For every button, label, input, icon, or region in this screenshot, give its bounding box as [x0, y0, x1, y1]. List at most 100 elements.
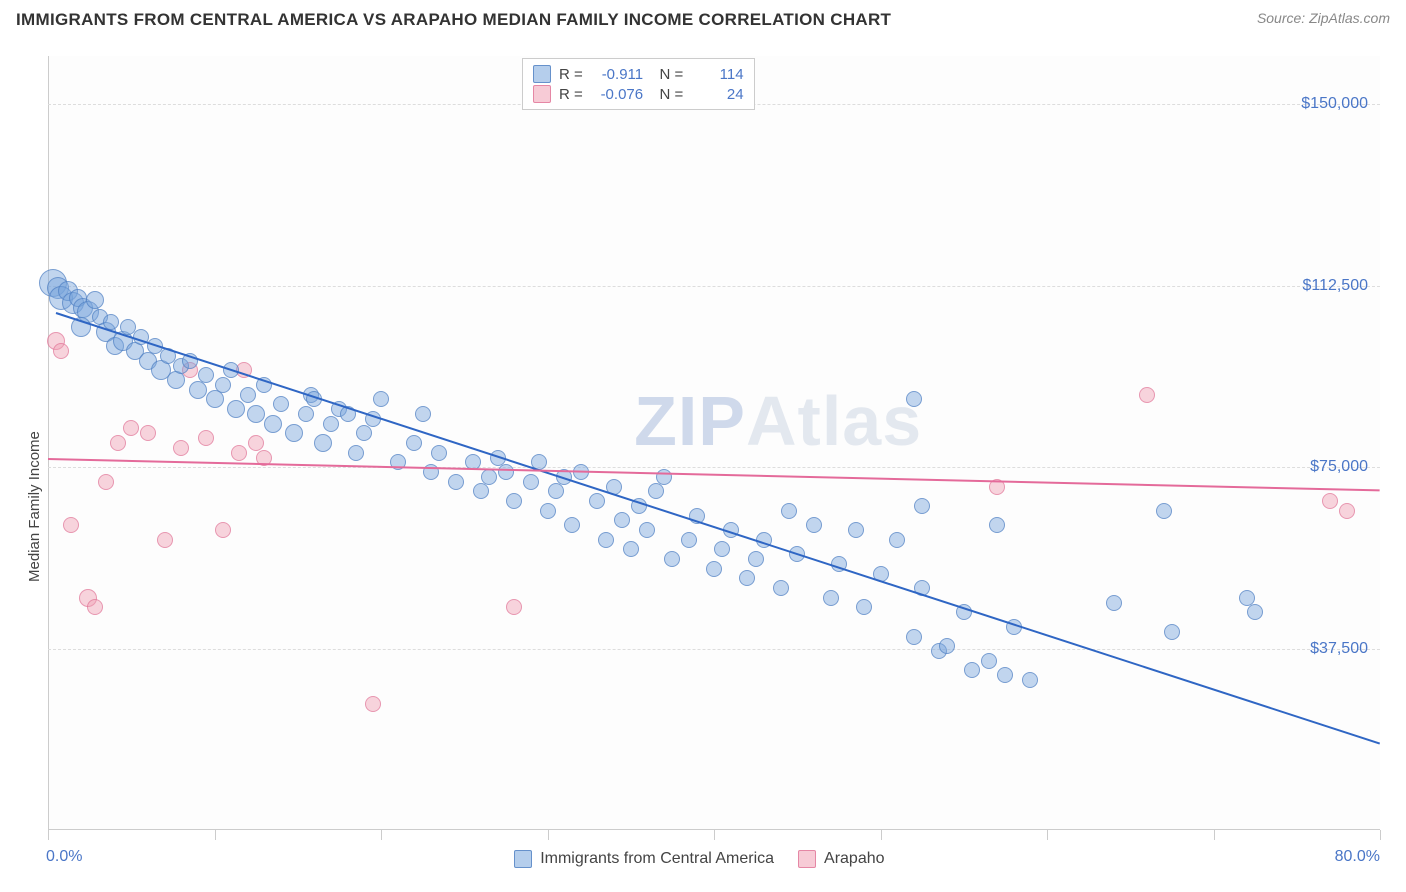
data-point [86, 291, 104, 309]
trend-line [48, 458, 1380, 491]
data-point [198, 367, 214, 383]
data-point [1339, 503, 1355, 519]
data-point [373, 391, 389, 407]
data-point [206, 390, 224, 408]
data-point [448, 474, 464, 490]
legend-label: Arapaho [824, 850, 885, 868]
data-point [806, 517, 822, 533]
data-point [548, 483, 564, 499]
data-point [231, 445, 247, 461]
data-point [589, 493, 605, 509]
data-point [247, 405, 265, 423]
data-point [914, 498, 930, 514]
data-point [189, 381, 207, 399]
y-tick-label: $112,500 [1302, 277, 1368, 295]
data-point [997, 667, 1013, 683]
x-min-label: 0.0% [46, 848, 82, 866]
data-point [681, 532, 697, 548]
legend-n-value: N = 114 [651, 66, 743, 83]
data-point [53, 343, 69, 359]
data-point [348, 445, 364, 461]
x-tick [215, 830, 216, 840]
data-point [356, 425, 372, 441]
data-point [123, 420, 139, 436]
data-point [167, 371, 185, 389]
data-point [1164, 624, 1180, 640]
legend-stats: R = -0.911 N = 114R = -0.076 N = 24 [522, 58, 755, 110]
trend-line [56, 312, 1380, 744]
data-point [1139, 387, 1155, 403]
data-point [298, 406, 314, 422]
data-point [473, 483, 489, 499]
data-point [1239, 590, 1255, 606]
data-point [623, 541, 639, 557]
y-axis-title: Median Family Income [26, 431, 43, 582]
x-tick [881, 830, 882, 840]
data-point [739, 570, 755, 586]
data-point [98, 474, 114, 490]
data-point [748, 551, 764, 567]
data-point [848, 522, 864, 538]
data-point [1106, 595, 1122, 611]
data-point [656, 469, 672, 485]
data-point [598, 532, 614, 548]
chart-plot-area: $37,500$75,000$112,500$150,0000.0%80.0%Z… [48, 56, 1380, 830]
data-point [564, 517, 580, 533]
watermark: ZIPAtlas [634, 381, 922, 461]
data-point [264, 415, 282, 433]
chart-title: IMMIGRANTS FROM CENTRAL AMERICA VS ARAPA… [16, 10, 891, 30]
data-point [406, 435, 422, 451]
data-point [215, 522, 231, 538]
data-point [87, 599, 103, 615]
data-point [714, 541, 730, 557]
grid-line [48, 649, 1380, 650]
data-point [1247, 604, 1263, 620]
data-point [1156, 503, 1172, 519]
x-tick [548, 830, 549, 840]
data-point [1022, 672, 1038, 688]
legend-swatch [533, 65, 551, 83]
source-attribution: Source: ZipAtlas.com [1257, 10, 1390, 26]
data-point [906, 629, 922, 645]
legend-n-value: N = 24 [651, 86, 743, 103]
legend-swatch [533, 85, 551, 103]
data-point [215, 377, 231, 393]
data-point [540, 503, 556, 519]
data-point [110, 435, 126, 451]
data-point [781, 503, 797, 519]
data-point [964, 662, 980, 678]
data-point [415, 406, 431, 422]
data-point [906, 391, 922, 407]
data-point [523, 474, 539, 490]
data-point [481, 469, 497, 485]
data-point [140, 425, 156, 441]
y-tick-label: $37,500 [1310, 640, 1368, 658]
data-point [323, 416, 339, 432]
data-point [285, 424, 303, 442]
x-tick [1380, 830, 1381, 840]
data-point [614, 512, 630, 528]
legend-row: R = -0.911 N = 114 [533, 64, 744, 84]
data-point [431, 445, 447, 461]
y-tick-label: $150,000 [1301, 95, 1368, 113]
data-point [648, 483, 664, 499]
data-point [823, 590, 839, 606]
data-point [498, 464, 514, 480]
data-point [1322, 493, 1338, 509]
legend-r-value: R = -0.911 [559, 66, 643, 83]
data-point [314, 434, 332, 452]
legend-item: Arapaho [798, 850, 885, 868]
data-point [240, 387, 256, 403]
x-tick [381, 830, 382, 840]
header: IMMIGRANTS FROM CENTRAL AMERICA VS ARAPA… [0, 0, 1406, 44]
data-point [365, 696, 381, 712]
data-point [773, 580, 789, 596]
grid-line [48, 467, 1380, 468]
data-point [939, 638, 955, 654]
data-point [157, 532, 173, 548]
data-point [248, 435, 264, 451]
x-tick [714, 830, 715, 840]
data-point [227, 400, 245, 418]
data-point [63, 517, 79, 533]
legend-item: Immigrants from Central America [514, 850, 774, 868]
